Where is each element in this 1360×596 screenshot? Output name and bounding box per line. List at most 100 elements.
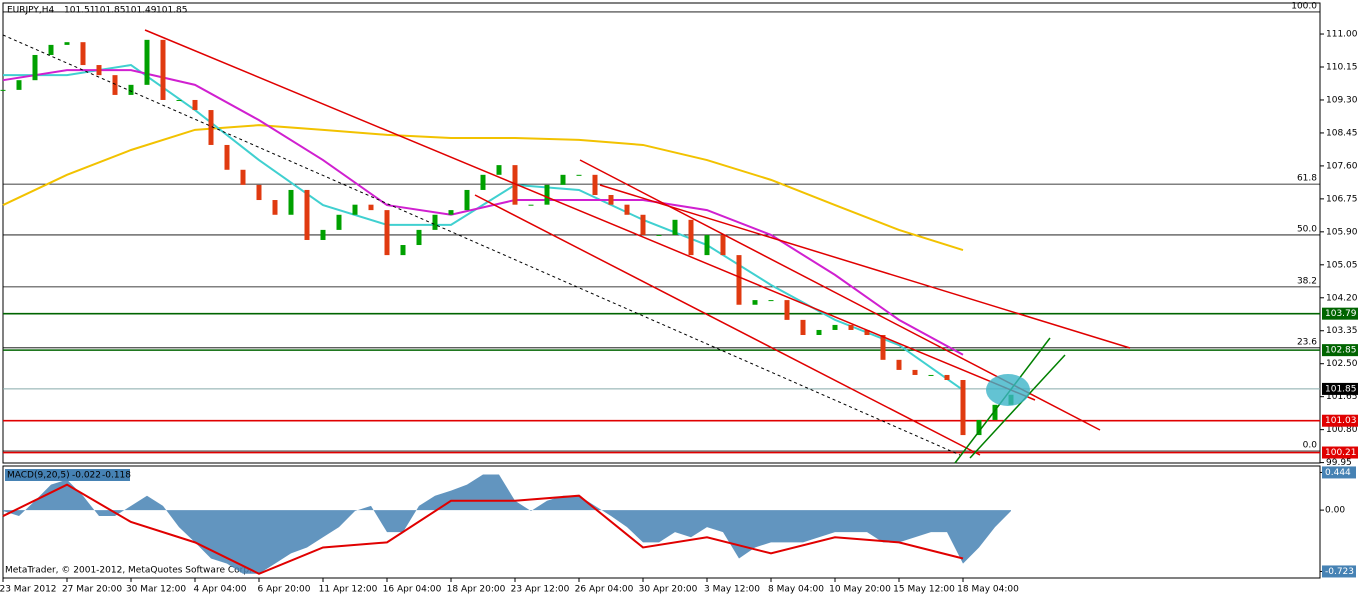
candle: [960, 379, 966, 436]
candle: [384, 210, 390, 256]
candle: [112, 75, 118, 95]
candle: [336, 214, 342, 230]
candle: [832, 324, 838, 330]
level-label-bg: [1322, 344, 1358, 357]
level-label: 100.21: [1325, 448, 1357, 458]
symbol: EURJPY,H4: [7, 6, 55, 16]
candle: [432, 214, 438, 230]
candle: [672, 219, 678, 235]
candle: [48, 44, 54, 55]
y-tick-label: 108.45: [1326, 128, 1358, 138]
fibo-label: 50.0: [1297, 224, 1317, 234]
footer: MetaTrader, © 2001-2012, MetaQuotes Soft…: [5, 566, 252, 576]
y-tick-label: 102.50: [1326, 359, 1358, 369]
macd-tick-label: 0.00: [1325, 506, 1345, 516]
x-tick-label: 23 Mar 2012: [0, 585, 57, 595]
candle: [464, 189, 470, 211]
macd-tick-bg: [1322, 565, 1356, 578]
candle: [640, 214, 646, 235]
macd-histogram: [3, 474, 1011, 574]
x-tick-label: 26 Apr 04:00: [575, 585, 634, 595]
x-tick-label: 23 Apr 12:00: [511, 585, 570, 595]
x-tick-label: 30 Apr 20:00: [639, 585, 698, 595]
candle: [128, 84, 134, 95]
candle: [16, 80, 22, 90]
candle: [480, 174, 486, 190]
macd-signal: [2, 483, 964, 575]
candle: [848, 324, 854, 330]
level-label: 101.03: [1325, 416, 1357, 426]
x-tick-label: 16 Apr 04:00: [383, 585, 442, 595]
candle: [512, 165, 518, 205]
macd-tick-label: 0.444: [1325, 468, 1351, 478]
macd-tick-bg: [1322, 466, 1356, 479]
candle: [160, 39, 166, 100]
quote-close: 101.85: [156, 6, 188, 16]
x-tick-label: 3 May 12:00: [704, 585, 760, 595]
y-tick-label: 104.20: [1326, 293, 1358, 303]
y-tick-label: 109.30: [1326, 95, 1358, 105]
candle: [0, 89, 6, 91]
fibo-label: 38.2: [1297, 276, 1317, 286]
candle: [752, 300, 758, 305]
candle: [864, 329, 870, 336]
candle: [736, 255, 742, 305]
candle: [208, 110, 214, 145]
candle: [352, 204, 358, 215]
candle: [656, 234, 662, 236]
candle: [976, 419, 982, 436]
candle: [416, 229, 422, 246]
level-label-bg: [1322, 446, 1358, 459]
x-tick-label: 18 May 04:00: [957, 585, 1019, 595]
candle: [720, 234, 726, 256]
x-tick-label: 11 Apr 12:00: [319, 585, 378, 595]
trendlines: [2, 29, 1131, 464]
candle: [768, 300, 774, 302]
candle: [928, 374, 934, 376]
candle: [944, 374, 950, 380]
candle: [32, 54, 38, 81]
candle: [368, 204, 374, 211]
fibo-label: 23.6: [1297, 337, 1317, 347]
candle: [224, 144, 230, 170]
candle: [400, 245, 406, 256]
candle: [688, 219, 694, 256]
candle: [704, 234, 710, 256]
level-label-bg: [1322, 382, 1358, 395]
fibo-label: 61.8: [1297, 174, 1317, 184]
candle: [560, 174, 566, 185]
candle: [256, 184, 262, 201]
candle: [880, 335, 886, 360]
level-label: 103.79: [1325, 309, 1357, 319]
candle: [576, 174, 582, 176]
candle: [896, 359, 902, 370]
y-tick-label: 103.35: [1326, 326, 1358, 336]
dashed-trendline: [2, 34, 961, 456]
y-tick-label: 107.60: [1326, 161, 1358, 171]
candle: [96, 65, 102, 76]
main-pane: [2, 2, 1321, 464]
x-tick-label: 6 Apr 20:00: [258, 585, 311, 595]
x-tick-label: 8 May 04:00: [768, 585, 824, 595]
y-tick-label: 105.05: [1326, 260, 1358, 270]
x-tick-label: 18 Apr 20:00: [447, 585, 506, 595]
y-tick-label: 99.95: [1326, 458, 1352, 468]
y-tick-label: 105.90: [1326, 227, 1358, 237]
x-tick-label: 15 May 12:00: [893, 585, 955, 595]
candle: [544, 184, 550, 205]
red-trendline: [144, 29, 1036, 401]
candle: [288, 189, 294, 215]
level-label: 101.85: [1325, 384, 1357, 394]
fibo-label: 0.0: [1303, 440, 1318, 450]
y-tick-label: 101.65: [1326, 392, 1358, 402]
candle: [240, 169, 246, 185]
candle: [448, 210, 454, 215]
fibo-label: 100.0: [1291, 1, 1317, 11]
y-tick-label: 100.80: [1326, 425, 1358, 435]
candle: [192, 99, 198, 111]
candle: [592, 174, 598, 195]
y-tick-label: 106.75: [1326, 194, 1358, 204]
y-tick-label: 110.15: [1326, 62, 1358, 72]
moving-average: [2, 124, 964, 252]
